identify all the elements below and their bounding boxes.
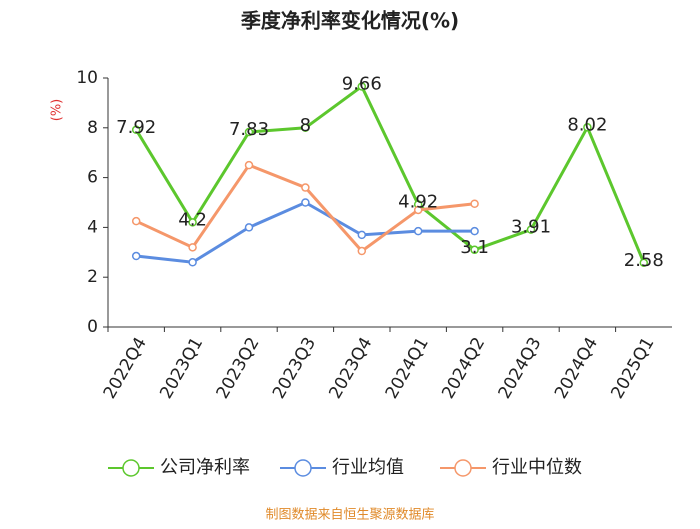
- y-tick-label: 6: [87, 168, 98, 188]
- data-label: 4.2: [178, 209, 207, 230]
- x-tick-label: 2024Q3: [495, 334, 546, 402]
- data-label: 7.92: [116, 117, 156, 138]
- x-tick-label: 2023Q4: [325, 334, 376, 402]
- y-axis-label: (%): [50, 99, 65, 122]
- x-tick-label: 2023Q1: [156, 334, 207, 402]
- point: [301, 123, 310, 133]
- data-label: 9.66: [342, 73, 382, 94]
- legend-marker: [454, 459, 472, 477]
- point: [357, 82, 367, 91]
- point: [244, 160, 254, 170]
- x-tick-label: 2024Q2: [438, 334, 489, 402]
- x-tick-label: 2025Q1: [607, 334, 658, 402]
- point: [639, 258, 649, 268]
- data-label: 3.91: [511, 217, 551, 238]
- y-tick-label: 4: [87, 217, 98, 237]
- legend-label: 公司净利率: [160, 457, 250, 478]
- point: [526, 225, 536, 234]
- data-label: 2.58: [624, 250, 664, 271]
- point: [244, 127, 254, 137]
- data-label: 7.83: [229, 119, 269, 140]
- point: [470, 245, 479, 255]
- x-tick-label: 2023Q3: [269, 334, 320, 402]
- y-tick-label: 2: [87, 267, 98, 287]
- point: [131, 251, 141, 261]
- data-label: 3.1: [460, 237, 489, 258]
- data-label: 8.02: [567, 114, 607, 135]
- point: [301, 183, 310, 192]
- point: [188, 258, 197, 267]
- legend-marker: [294, 459, 312, 477]
- data-label: 4.92: [398, 191, 438, 212]
- legend-label: 行业中位数: [492, 457, 582, 478]
- point: [357, 230, 367, 240]
- chart-title: 季度净利率变化情况(%): [240, 9, 459, 33]
- point: [131, 216, 141, 226]
- x-tick-label: 2024Q4: [551, 334, 602, 402]
- source-note: 制图数据来自恒生聚源数据库: [265, 507, 434, 523]
- y-tick-label: 0: [87, 317, 98, 337]
- legend-marker: [122, 459, 140, 477]
- point: [188, 218, 197, 227]
- series-line: [134, 84, 646, 264]
- x-tick-label: 2022Q4: [100, 334, 151, 402]
- x-tick-label: 2023Q2: [213, 334, 264, 402]
- point: [413, 205, 423, 215]
- point: [413, 226, 423, 236]
- point: [244, 223, 254, 232]
- point: [188, 243, 197, 252]
- point: [301, 198, 310, 207]
- point: [131, 125, 141, 135]
- point: [583, 123, 592, 132]
- point: [470, 199, 479, 208]
- point: [357, 246, 367, 256]
- legend-label: 行业均值: [332, 457, 404, 478]
- y-tick-label: 10: [76, 68, 98, 88]
- point: [470, 226, 479, 236]
- y-tick-label: 8: [87, 118, 98, 138]
- data-label: 8: [300, 115, 311, 136]
- x-tick-label: 2024Q1: [382, 334, 433, 402]
